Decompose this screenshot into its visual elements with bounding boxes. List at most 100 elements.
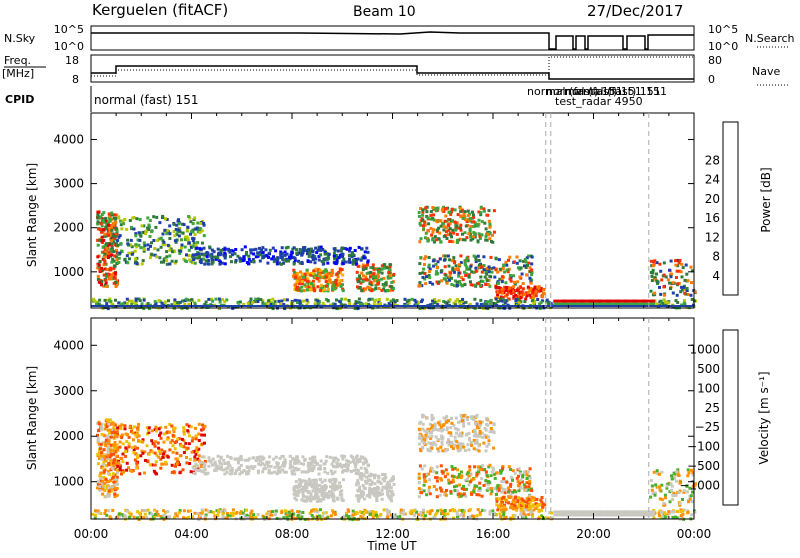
- velocity-cell: [137, 423, 140, 426]
- velocity-cell: [272, 458, 275, 461]
- power-cell: [358, 298, 361, 301]
- velocity-cell: [474, 422, 477, 425]
- velocity-cell: [98, 474, 101, 477]
- power-cell: [546, 299, 549, 302]
- velocity-cell: [421, 414, 424, 417]
- velocity-cell: [460, 474, 463, 477]
- power-cell: [468, 268, 471, 271]
- power-cell: [167, 299, 170, 302]
- power-cell: [256, 251, 259, 254]
- velocity-cell: [224, 509, 227, 512]
- velocity-cell: [188, 442, 191, 445]
- velocity-cell: [112, 464, 115, 467]
- power-cell: [212, 261, 215, 264]
- velocity-cell: [500, 491, 503, 494]
- power-cell: [659, 270, 662, 273]
- velocity-cell: [430, 442, 433, 445]
- velocity-cell: [109, 436, 112, 439]
- velocity-cell: [526, 481, 529, 484]
- power-cell: [453, 260, 456, 263]
- power-cell: [259, 298, 262, 301]
- power-cell: [459, 254, 462, 257]
- power-cell: [333, 252, 336, 255]
- velocity-cell: [104, 509, 107, 512]
- velocity-cell: [201, 455, 204, 458]
- power-cell: [286, 298, 289, 301]
- velocity-cell: [100, 443, 103, 446]
- power-cell: [154, 300, 157, 303]
- velocity-cell: [109, 449, 112, 452]
- power-cell: [202, 222, 205, 225]
- velocity-cell: [666, 485, 669, 488]
- velocity-cell: [432, 417, 435, 420]
- velocity-cell: [451, 468, 454, 471]
- power-cell: [431, 206, 434, 209]
- velocity-cell: [265, 461, 268, 464]
- power-cell: [107, 255, 110, 258]
- velocity-cell: [518, 467, 521, 470]
- power-cell: [435, 263, 438, 266]
- power-cell: [327, 288, 330, 291]
- velocity-cell: [112, 481, 115, 484]
- velocity-cell: [439, 494, 442, 497]
- nsky-label: N.Sky: [4, 32, 36, 45]
- power-cell: [266, 262, 269, 265]
- velocity-cell: [386, 493, 389, 496]
- power-colorbar-tick: 16: [705, 211, 720, 225]
- power-cell: [381, 289, 384, 292]
- velocity-cell: [199, 514, 202, 517]
- velocity-cell: [475, 415, 478, 418]
- power-cell: [532, 296, 535, 299]
- velocity-cell: [672, 510, 675, 513]
- velocity-cell: [521, 502, 524, 505]
- power-cell: [690, 266, 693, 269]
- power-cell: [365, 267, 368, 270]
- power-cell: [192, 253, 195, 256]
- velocity-xtick-label: 00:00: [677, 527, 712, 541]
- power-cell: [250, 298, 253, 301]
- velocity-cell: [454, 436, 457, 439]
- velocity-cell: [359, 510, 362, 513]
- velocity-cell: [291, 472, 294, 475]
- velocity-cell: [418, 443, 421, 446]
- power-cell: [346, 248, 349, 251]
- power-cell: [259, 260, 262, 263]
- power-cell: [200, 258, 203, 261]
- power-cell: [527, 291, 530, 294]
- power-cell: [114, 299, 117, 302]
- power-cell: [298, 299, 301, 302]
- power-cell: [342, 289, 345, 292]
- velocity-cell: [129, 426, 132, 429]
- velocity-cell: [305, 482, 308, 485]
- power-cell: [126, 302, 129, 305]
- velocity-cell: [301, 489, 304, 492]
- power-cell: [238, 257, 241, 260]
- power-cell: [234, 252, 237, 255]
- velocity-cell: [458, 434, 461, 437]
- velocity-cell: [369, 513, 372, 516]
- power-cell: [151, 253, 154, 256]
- power-cell: [469, 265, 472, 268]
- power-cell: [485, 273, 488, 276]
- velocity-cell: [174, 447, 177, 450]
- velocity-cell: [509, 468, 512, 471]
- nsky-tick-top: 10^5: [54, 23, 84, 36]
- velocity-cell: [295, 491, 298, 494]
- power-cell: [682, 266, 685, 269]
- velocity-cell: [111, 485, 114, 488]
- power-cell: [374, 287, 377, 290]
- velocity-cell: [496, 500, 499, 503]
- velocity-cell: [522, 499, 525, 502]
- power-cell: [201, 229, 204, 232]
- velocity-cell: [280, 455, 283, 458]
- velocity-cell: [476, 426, 479, 429]
- velocity-cell: [200, 465, 203, 468]
- velocity-cell: [103, 482, 106, 485]
- velocity-cell: [314, 479, 317, 482]
- velocity-cell: [168, 515, 171, 518]
- power-cell: [531, 256, 534, 259]
- velocity-cell: [504, 488, 507, 491]
- velocity-cell: [418, 495, 421, 498]
- power-cell: [215, 298, 218, 301]
- power-cell: [227, 248, 230, 251]
